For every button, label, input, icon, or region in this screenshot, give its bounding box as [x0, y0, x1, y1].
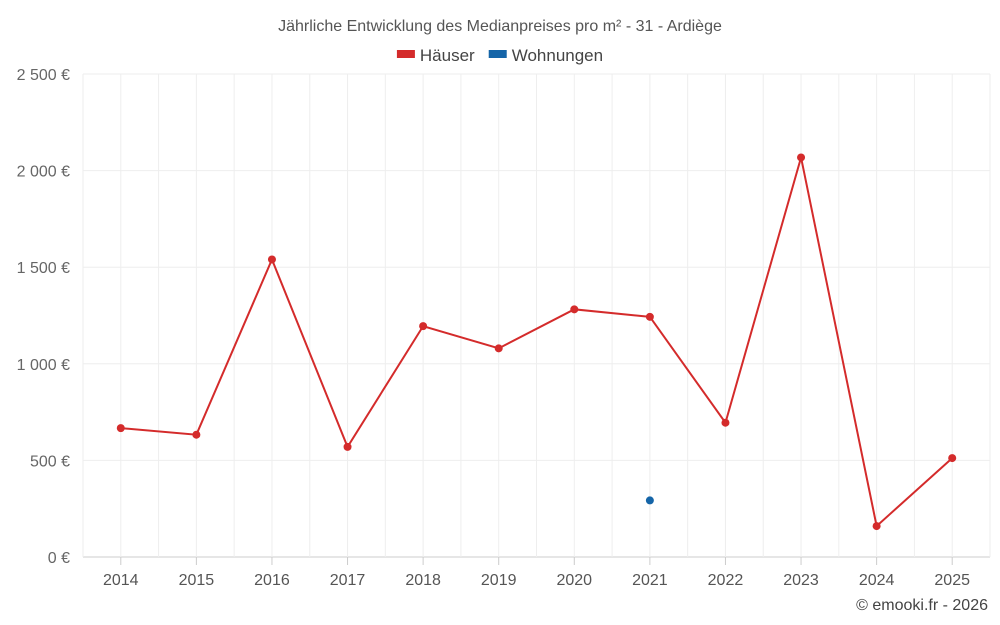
x-tick-label: 2021	[632, 572, 668, 589]
legend: Häuser Wohnungen	[396, 46, 603, 65]
data-point[interactable]	[645, 312, 654, 321]
x-tick-label: 2019	[481, 572, 517, 589]
data-point[interactable]	[721, 418, 730, 427]
x-tick-label: 2023	[783, 572, 819, 589]
data-point[interactable]	[494, 344, 503, 353]
x-tick-label: 2016	[254, 572, 290, 589]
legend-label: Wohnungen	[512, 46, 603, 65]
x-axis: 2014 2015 2016 2017 2018 2019 2020 2021 2022 2023…	[103, 557, 970, 589]
series-line	[120, 157, 953, 528]
legend-label: Häuser	[420, 46, 475, 65]
legend-swatch	[488, 50, 507, 58]
data-point[interactable]	[419, 322, 428, 331]
series-1	[645, 496, 654, 505]
y-tick-label: 2 500 €	[17, 67, 70, 84]
x-tick-label: 2015	[179, 572, 215, 589]
series-layer	[116, 153, 957, 531]
y-tick-label: 1 000 €	[17, 357, 70, 374]
legend-item[interactable]: Wohnungen	[488, 46, 603, 65]
data-point[interactable]	[948, 454, 957, 463]
data-point[interactable]	[645, 496, 654, 505]
y-tick-label: 1 500 €	[17, 260, 70, 277]
x-tick-label: 2018	[405, 572, 441, 589]
grid	[82, 73, 991, 558]
data-point[interactable]	[872, 522, 881, 531]
series-0	[116, 153, 957, 531]
x-tick-label: 2020	[556, 572, 592, 589]
x-tick-label: 2024	[859, 572, 895, 589]
chart-title: Jährliche Entwicklung des Medianpreises …	[278, 18, 722, 35]
x-tick-label: 2017	[330, 572, 366, 589]
x-tick-label: 2014	[103, 572, 139, 589]
y-axis: 0 € 500 € 1 000 € 1 500 € 2 000 € 2 500 €	[17, 67, 70, 567]
x-tick-label: 2025	[934, 572, 970, 589]
data-point[interactable]	[116, 424, 125, 433]
y-tick-label: 2 000 €	[17, 164, 70, 181]
data-point[interactable]	[797, 153, 806, 162]
y-tick-label: 0 €	[48, 550, 70, 567]
data-point[interactable]	[267, 255, 276, 264]
x-tick-label: 2022	[708, 572, 744, 589]
data-point[interactable]	[192, 430, 201, 439]
data-point[interactable]	[343, 442, 352, 451]
data-point[interactable]	[570, 305, 579, 314]
credit-text: © emooki.fr - 2026	[856, 597, 988, 614]
legend-swatch	[396, 50, 415, 58]
y-tick-label: 500 €	[30, 453, 70, 470]
legend-item[interactable]: Häuser	[396, 46, 475, 65]
